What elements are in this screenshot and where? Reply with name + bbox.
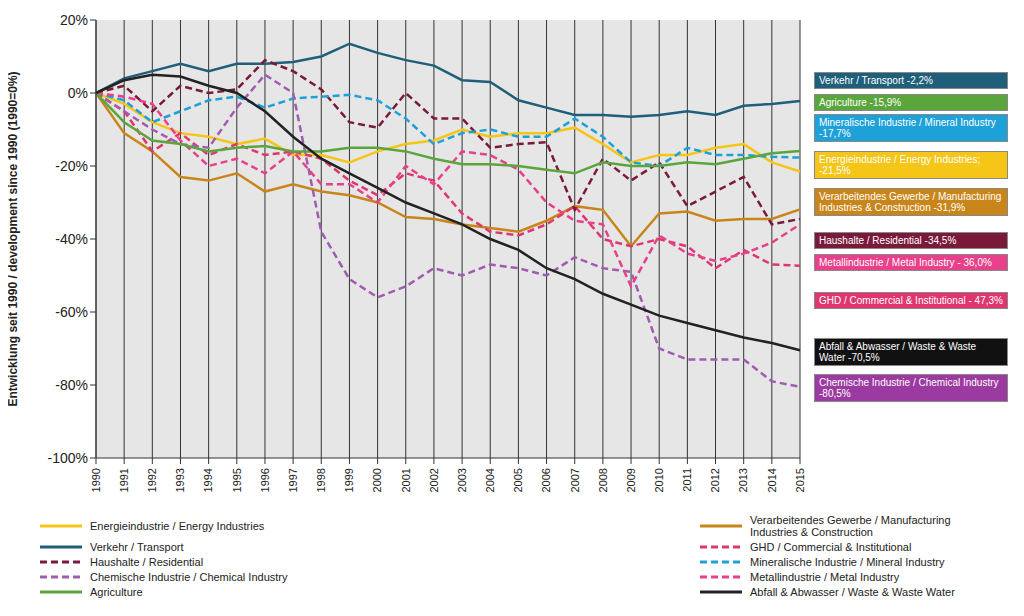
svg-text:2006: 2006	[540, 468, 552, 492]
html-text:Chemische Industrie / Chemical: Chemische Industrie / Chemical Industry	[90, 571, 288, 583]
svg-text:1999: 1999	[343, 468, 355, 492]
svg-text:2004: 2004	[484, 468, 496, 492]
svg-text:2013: 2013	[737, 468, 749, 492]
html-text:Energieindustrie / Energy Indu: Energieindustrie / Energy Industries; -2…	[819, 154, 981, 176]
svg-text:1995: 1995	[231, 468, 243, 492]
html-text:Verkehr / Transport: Verkehr / Transport	[90, 541, 184, 553]
svg-text:2010: 2010	[653, 468, 665, 492]
html-text:Agriculture: Agriculture	[90, 586, 143, 598]
svg-text:-80%: -80%	[55, 377, 88, 393]
svg-text:Entwicklung seit 1990 / develo: Entwicklung seit 1990 / development sinc…	[8, 71, 20, 406]
html-text:GHD / Commercial & Institution: GHD / Commercial & Institutional	[750, 541, 912, 553]
svg-text:1997: 1997	[287, 468, 299, 492]
svg-text:2008: 2008	[597, 468, 609, 492]
svg-text:2001: 2001	[400, 468, 412, 492]
html-text:Metallindustrie / Metal Indust: Metallindustrie / Metal Industry	[750, 571, 900, 583]
svg-text:-40%: -40%	[55, 231, 88, 247]
html-text:GHD / Commercial & Institution: GHD / Commercial & Institutional - 47,3%	[819, 295, 1003, 306]
html-text:Haushalte / Residential -34,5%: Haushalte / Residential -34,5%	[819, 235, 957, 246]
html-text:Haushalte / Residential: Haushalte / Residential	[90, 556, 204, 568]
svg-text:2007: 2007	[569, 468, 581, 492]
svg-text:1991: 1991	[118, 468, 130, 492]
svg-text:2009: 2009	[625, 468, 637, 492]
svg-text:2005: 2005	[512, 468, 524, 492]
svg-text:2000: 2000	[371, 468, 383, 492]
svg-text:1992: 1992	[146, 468, 158, 492]
svg-text:-60%: -60%	[55, 304, 88, 320]
html-text:Agriculture -15,9%: Agriculture -15,9%	[819, 97, 902, 108]
svg-text:1990: 1990	[90, 468, 102, 492]
html-text:Chemische Industrie / Chemical: Chemische Industrie / Chemical Industry …	[819, 377, 999, 399]
html-text:Verkehr / Transport -2,2%: Verkehr / Transport -2,2%	[819, 75, 933, 86]
svg-text:2015: 2015	[794, 468, 806, 492]
svg-text:0%: 0%	[68, 85, 88, 101]
svg-text:1993: 1993	[174, 468, 186, 492]
svg-text:20%: 20%	[60, 12, 88, 28]
svg-text:2014: 2014	[766, 468, 778, 492]
html-text:Mineralische Industrie / Miner: Mineralische Industrie / Mineral Industr…	[819, 117, 996, 139]
svg-text:2011: 2011	[681, 468, 693, 492]
svg-text:1998: 1998	[315, 468, 327, 492]
html-text:Abfall & Abwasser / Waste & Wa: Abfall & Abwasser / Waste & Waste Water	[750, 586, 955, 598]
html-text:Energieindustrie / Energy Indu: Energieindustrie / Energy Industries	[90, 520, 265, 532]
svg-text:-100%: -100%	[48, 450, 88, 466]
html-text:Mineralische Industrie / Miner: Mineralische Industrie / Mineral Industr…	[750, 556, 945, 568]
svg-text:1996: 1996	[259, 468, 271, 492]
svg-text:2012: 2012	[709, 468, 721, 492]
svg-text:-20%: -20%	[55, 158, 88, 174]
html-text:Abfall & Abwasser / Waste & Wa: Abfall & Abwasser / Waste & Waste Water …	[819, 341, 977, 363]
html-text:Verarbeitendes Gewerbe / Manuf: Verarbeitendes Gewerbe / Manufacturing I…	[750, 514, 951, 538]
svg-text:1994: 1994	[202, 468, 214, 492]
svg-text:2003: 2003	[456, 468, 468, 492]
html-text:Verarbeitendes Gewerbe / Manuf: Verarbeitendes Gewerbe / Manufacturing I…	[819, 191, 1002, 213]
svg-text:2002: 2002	[428, 468, 440, 492]
html-text:Metallindustrie / Metal Indust: Metallindustrie / Metal Industry - 36,0%	[819, 257, 992, 268]
